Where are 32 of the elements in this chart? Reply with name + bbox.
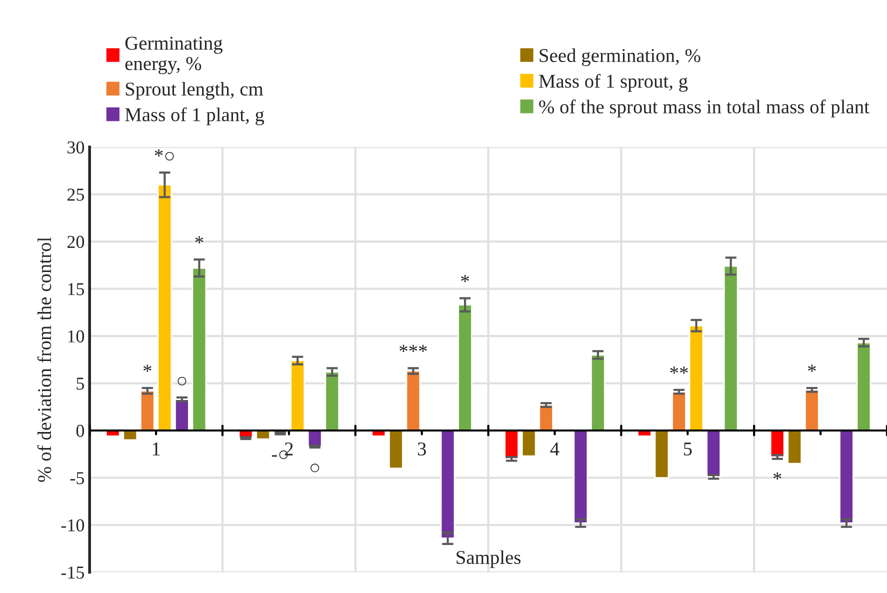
x-tick-label: 1 <box>152 442 160 456</box>
x-axis-title: Samples <box>456 550 521 568</box>
data-label: * <box>195 236 204 244</box>
data-label: ○ <box>310 464 320 472</box>
legend-label: Sprout length, cm <box>126 82 264 100</box>
legend-label: % of the sprout mass in total mass of plant <box>539 100 870 118</box>
data-label: *** <box>400 344 427 352</box>
data-label: * <box>143 364 152 372</box>
y-tick-label: -15 <box>61 566 84 579</box>
y-tick-label: 20 <box>67 236 84 248</box>
data-label: *○ <box>154 149 174 161</box>
data-label: * <box>773 472 782 480</box>
y-tick-label: 0 <box>76 424 84 437</box>
data-label: ** <box>670 366 688 374</box>
x-tick-label: 5 <box>684 442 692 456</box>
y-tick-label: -5 <box>70 472 84 484</box>
data-label: * <box>461 274 469 282</box>
data-label: ○ <box>178 376 186 386</box>
legend-label: Germinating energy, % <box>125 36 222 74</box>
y-tick-label: -10 <box>61 519 84 532</box>
data-label: * <box>808 364 816 372</box>
y-axis-title: % of deviation from the control <box>37 237 52 482</box>
y-tick-label: 30 <box>68 141 84 154</box>
legend-label: Mass of 1 plant, g <box>125 107 264 126</box>
legend-label: Seed germination, % <box>540 48 700 66</box>
y-tick-label: 5 <box>76 378 84 390</box>
y-tick-label: 25 <box>67 188 84 201</box>
y-tick-label: 15 <box>68 283 84 296</box>
x-tick-label: 4 <box>550 442 560 456</box>
legend-label: Mass of 1 sprout, g <box>539 74 688 92</box>
y-tick-label: 10 <box>68 330 84 342</box>
x-tick-label: 3 <box>418 442 426 456</box>
